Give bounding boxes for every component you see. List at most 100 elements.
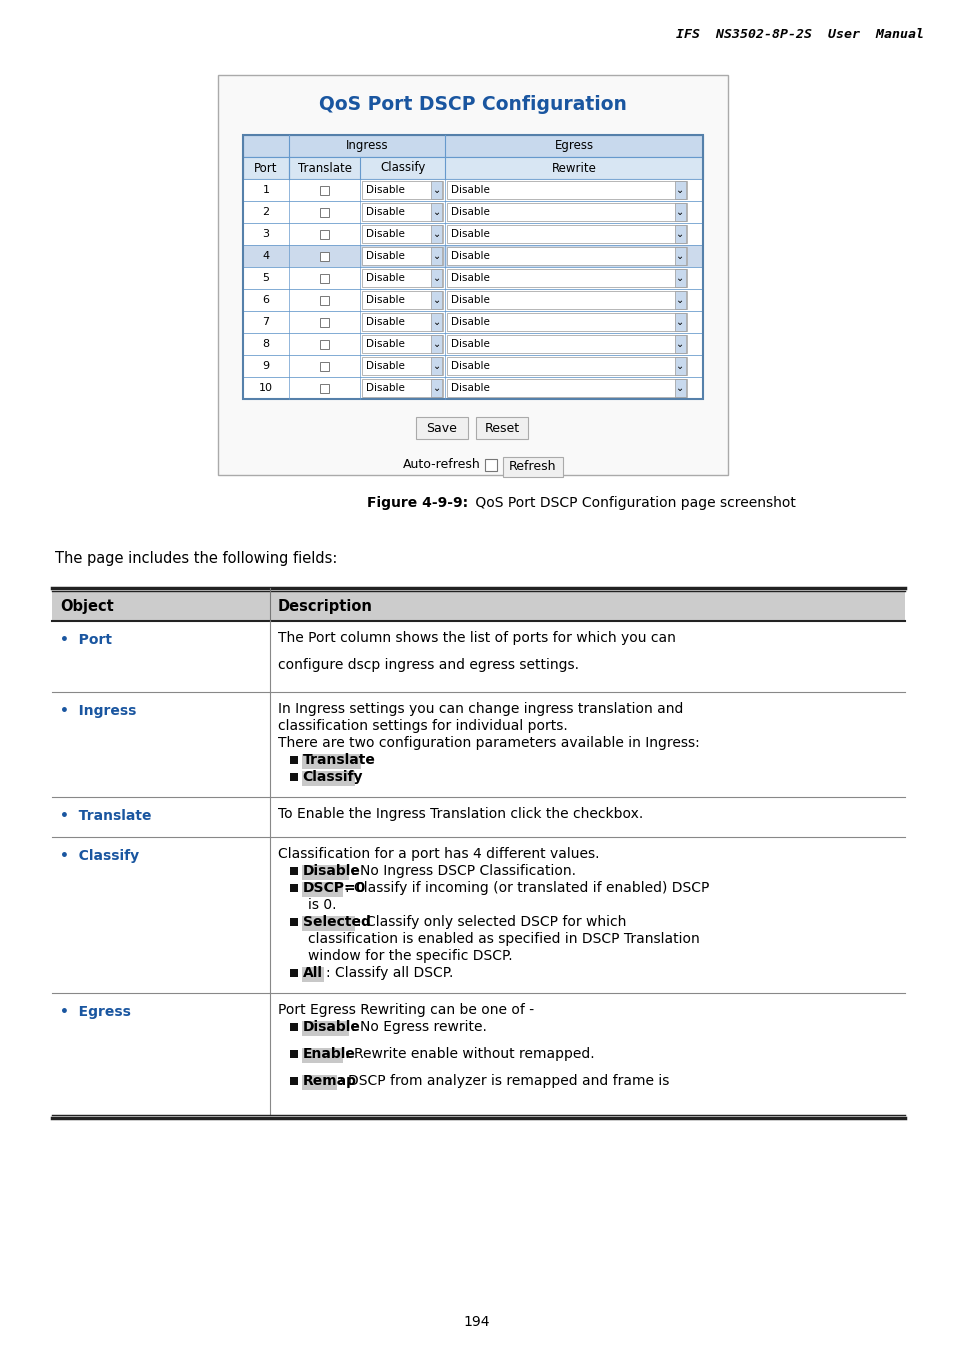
Bar xyxy=(484,459,497,471)
Text: Disable: Disable xyxy=(451,185,490,194)
Bar xyxy=(243,157,702,180)
Bar xyxy=(362,356,443,375)
Bar xyxy=(362,269,443,288)
Bar xyxy=(431,335,442,352)
Text: Classification for a port has 4 different values.: Classification for a port has 4 differen… xyxy=(277,846,598,861)
Text: 5: 5 xyxy=(262,273,269,284)
Text: Disable: Disable xyxy=(451,230,490,239)
Text: Disable: Disable xyxy=(366,273,405,284)
Text: Port Egress Rewriting can be one of -: Port Egress Rewriting can be one of - xyxy=(277,1003,533,1017)
Bar xyxy=(243,333,702,355)
Bar xyxy=(431,247,442,265)
Bar xyxy=(243,180,702,201)
Bar xyxy=(218,76,727,475)
Text: ⌄: ⌄ xyxy=(676,251,684,261)
Bar xyxy=(289,1050,297,1058)
Bar xyxy=(320,296,329,305)
Text: Reset: Reset xyxy=(484,421,519,435)
Bar xyxy=(320,339,329,348)
Bar xyxy=(289,1023,297,1031)
Text: Auto-refresh: Auto-refresh xyxy=(402,459,480,471)
Bar xyxy=(243,244,702,267)
Text: Disable: Disable xyxy=(451,360,490,371)
Text: The page includes the following fields:: The page includes the following fields: xyxy=(55,551,337,566)
Text: Disable: Disable xyxy=(366,296,405,305)
Text: Classify: Classify xyxy=(379,162,425,174)
Text: : Rewrite enable without remapped.: : Rewrite enable without remapped. xyxy=(344,1048,594,1061)
Bar xyxy=(675,292,685,309)
Text: ⌄: ⌄ xyxy=(433,339,440,350)
Bar xyxy=(362,292,443,309)
Text: Disable: Disable xyxy=(366,360,405,371)
Bar xyxy=(320,383,329,393)
Text: •  Translate: • Translate xyxy=(60,809,152,824)
Text: Disable: Disable xyxy=(451,273,490,284)
Text: ⌄: ⌄ xyxy=(433,185,440,194)
Bar xyxy=(447,335,686,352)
Text: ⌄: ⌄ xyxy=(433,251,440,261)
Bar xyxy=(447,356,686,375)
Bar xyxy=(243,267,702,289)
Bar xyxy=(362,225,443,243)
Bar xyxy=(301,882,342,896)
Text: 10: 10 xyxy=(258,383,273,393)
Text: : Classify all DSCP.: : Classify all DSCP. xyxy=(326,967,453,980)
Bar xyxy=(431,292,442,309)
Bar xyxy=(362,202,443,221)
Text: ⌄: ⌄ xyxy=(433,230,440,239)
Text: ⌄: ⌄ xyxy=(433,317,440,327)
Text: Remap: Remap xyxy=(302,1075,356,1088)
Bar xyxy=(320,251,329,261)
Text: ⌄: ⌄ xyxy=(676,339,684,350)
Text: IFS  NS3502-8P-2S  User  Manual: IFS NS3502-8P-2S User Manual xyxy=(676,28,923,42)
Bar xyxy=(675,313,685,331)
Bar xyxy=(243,135,702,400)
Bar xyxy=(301,755,361,770)
Bar xyxy=(502,458,562,477)
Text: ⌄: ⌄ xyxy=(676,360,684,371)
Bar xyxy=(675,269,685,288)
Text: classification is enabled as specified in DSCP Translation: classification is enabled as specified i… xyxy=(307,931,699,946)
Bar xyxy=(431,356,442,375)
Text: Disable: Disable xyxy=(451,383,490,393)
Text: ⌄: ⌄ xyxy=(433,383,440,393)
Text: Disable: Disable xyxy=(366,230,405,239)
Bar xyxy=(675,356,685,375)
Bar xyxy=(447,379,686,397)
Text: Disable: Disable xyxy=(451,296,490,305)
Text: Classify: Classify xyxy=(302,769,363,784)
Bar xyxy=(362,181,443,198)
Bar xyxy=(52,591,904,621)
Text: 3: 3 xyxy=(262,230,269,239)
Text: 7: 7 xyxy=(262,317,270,327)
Text: ⌄: ⌄ xyxy=(433,273,440,284)
Text: ⌄: ⌄ xyxy=(676,296,684,305)
Text: In Ingress settings you can change ingress translation and: In Ingress settings you can change ingre… xyxy=(277,702,682,716)
Text: classification settings for individual ports.: classification settings for individual p… xyxy=(277,720,567,733)
Text: window for the specific DSCP.: window for the specific DSCP. xyxy=(307,949,512,963)
Bar xyxy=(289,774,297,782)
Text: ⌄: ⌄ xyxy=(676,207,684,217)
Bar xyxy=(289,1077,297,1085)
Bar xyxy=(320,208,329,216)
Text: ⌄: ⌄ xyxy=(676,230,684,239)
Bar xyxy=(320,362,329,370)
Text: 9: 9 xyxy=(262,360,270,371)
Text: QoS Port DSCP Configuration: QoS Port DSCP Configuration xyxy=(318,96,626,115)
Text: : Classify if incoming (or translated if enabled) DSCP: : Classify if incoming (or translated if… xyxy=(344,882,708,895)
Text: Disable: Disable xyxy=(302,864,360,878)
Bar xyxy=(675,335,685,352)
Bar xyxy=(431,269,442,288)
Bar xyxy=(476,417,527,439)
Bar xyxy=(301,1021,349,1035)
Text: 6: 6 xyxy=(262,296,269,305)
Text: •  Egress: • Egress xyxy=(60,1004,131,1019)
Bar xyxy=(675,379,685,397)
Text: Disable: Disable xyxy=(366,383,405,393)
Text: •  Classify: • Classify xyxy=(60,849,139,863)
Text: DSCP=0: DSCP=0 xyxy=(302,882,365,895)
Text: Disable: Disable xyxy=(366,339,405,350)
Bar xyxy=(301,1048,342,1064)
Text: ⌄: ⌄ xyxy=(676,317,684,327)
Text: Egress: Egress xyxy=(554,139,593,153)
